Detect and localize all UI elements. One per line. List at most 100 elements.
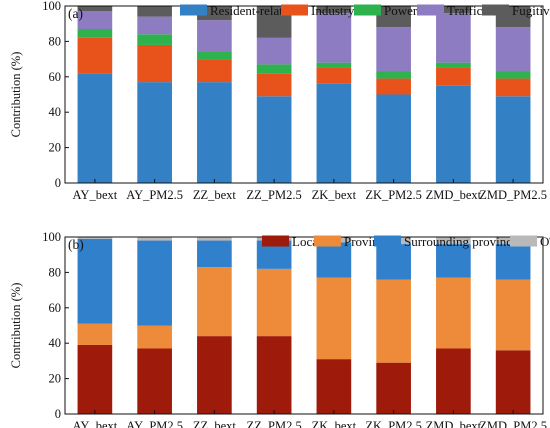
x-tick-label: ZMD_bext (426, 188, 482, 202)
bar-local-zz-bext (197, 336, 232, 414)
bar-fugitive-dust-zk-pm2-5 (376, 6, 411, 28)
x-tick-label: AY_PM2.5 (126, 419, 183, 428)
bar-fugitive-dust-ay-bext (77, 6, 113, 12)
bar-surrounding-province-zk-bext (316, 242, 352, 278)
y-tick-label: 20 (49, 141, 62, 155)
bar-resident-related-ay-pm2-5 (137, 82, 172, 183)
bar-resident-related-zz-pm2-5 (256, 96, 292, 183)
bar-power-zz-pm2-5 (256, 64, 292, 74)
bar-province-ay-pm2-5 (137, 325, 172, 349)
bar-local-ay-bext (77, 344, 113, 414)
bar-surrounding-province-zz-bext (197, 240, 232, 268)
bar-resident-related-zz-bext (197, 82, 232, 183)
bar-industry-zmd-bext (436, 67, 471, 86)
legend-swatch (281, 4, 308, 16)
y-tick-label: 0 (55, 407, 61, 421)
bar-traffic-ay-bext (77, 11, 113, 30)
bar-power-zmd-bext (436, 62, 471, 68)
bar-ot-zmd-bext (436, 237, 471, 245)
plot-frame (64, 236, 544, 415)
bar-resident-related-ay-bext (77, 73, 113, 183)
bar-traffic-zmd-pm2-5 (495, 27, 531, 72)
y-tick-label: 100 (42, 230, 61, 244)
bar-traffic-zk-pm2-5 (376, 27, 411, 72)
y-tick-label: 40 (49, 105, 62, 119)
bar-industry-ay-pm2-5 (137, 44, 172, 83)
bar-traffic-ay-pm2-5 (137, 16, 172, 35)
x-tick-label: AY_PM2.5 (126, 188, 183, 202)
legend-swatch (417, 4, 444, 16)
bar-power-zk-pm2-5 (376, 71, 411, 79)
y-axis-label: Contribution (%) (9, 52, 23, 138)
bar-traffic-zk-bext (316, 13, 352, 63)
bar-surrounding-province-zmd-bext (436, 244, 471, 278)
bar-ot-ay-pm2-5 (137, 237, 172, 241)
legend-label: OT (540, 234, 550, 249)
panel-label: (b) (68, 237, 84, 252)
legend-swatch (374, 235, 401, 247)
x-tick-label: AY_bext (73, 188, 118, 202)
bar-traffic-zz-bext (197, 20, 232, 53)
bar-power-zk-bext (316, 62, 352, 68)
bar-industry-zk-bext (316, 67, 352, 84)
bar-resident-related-zk-bext (316, 83, 352, 183)
bar-province-zk-bext (316, 277, 352, 360)
legend-swatch (314, 235, 341, 247)
bar-local-zmd-bext (436, 348, 471, 414)
y-axis-label: Contribution (%) (9, 283, 23, 369)
bar-fugitive-dust-zmd-bext (436, 6, 471, 14)
bar-power-ay-bext (77, 29, 113, 38)
x-tick-label: AY_bext (73, 419, 118, 428)
bar-traffic-zmd-bext (436, 13, 471, 63)
legend-label: Power (384, 3, 418, 18)
bar-ot-ay-bext (77, 237, 113, 239)
bar-resident-related-zmd-bext (436, 85, 471, 183)
chart-panel-b: AY_bext AY_PM2.5 ZZ_bext ZZ_PM2.5 ZK_bext ZK_… (9, 230, 550, 428)
bar-resident-related-zmd-pm2-5 (495, 96, 531, 183)
legend-swatch (262, 235, 289, 247)
bar-surrounding-province-zmd-pm2-5 (495, 244, 531, 280)
legend-swatch (482, 4, 509, 16)
bar-industry-zk-pm2-5 (376, 78, 411, 95)
legend-label: Traffic (447, 3, 483, 18)
bar-industry-ay-bext (77, 37, 113, 74)
bar-resident-related-zk-pm2-5 (376, 94, 411, 183)
bar-surrounding-province-zk-pm2-5 (376, 244, 411, 280)
y-tick-label: 60 (49, 70, 62, 84)
legend-swatch (354, 4, 381, 16)
legend-label: Industry (311, 3, 355, 18)
y-tick-label: 80 (49, 265, 62, 279)
bar-local-zmd-pm2-5 (495, 350, 531, 414)
legend: Resident-related Industry Power Traffic Fugi… (180, 3, 550, 18)
bar-ot-zz-bext (197, 237, 232, 241)
bar-local-zk-pm2-5 (376, 362, 411, 414)
legend-label: Fugitive Dust (512, 3, 550, 18)
bar-province-zz-pm2-5 (256, 268, 292, 337)
panel-label: (a) (68, 6, 83, 21)
x-tick-label: ZMD_PM2.5 (479, 419, 547, 428)
x-tick-label: ZZ_bext (193, 188, 237, 202)
y-tick-label: 100 (42, 0, 61, 13)
bar-local-zk-bext (316, 359, 352, 414)
x-tick-label: ZZ_PM2.5 (247, 419, 302, 428)
x-tick-label: ZMD_bext (426, 419, 482, 428)
y-tick-label: 80 (49, 34, 62, 48)
x-tick-label: ZMD_PM2.5 (479, 188, 547, 202)
bar-industry-zz-bext (197, 59, 232, 83)
bar-surrounding-province-ay-pm2-5 (137, 240, 172, 326)
bar-province-zk-pm2-5 (376, 279, 411, 363)
legend-swatch (180, 4, 207, 16)
bar-fugitive-dust-zk-bext (316, 6, 352, 14)
bar-local-ay-pm2-5 (137, 348, 172, 414)
y-tick-label: 20 (49, 372, 62, 386)
y-tick-label: 40 (49, 336, 62, 350)
bar-province-zmd-pm2-5 (495, 279, 531, 351)
y-tick-label: 0 (55, 176, 61, 190)
x-tick-label: ZZ_bext (193, 419, 237, 428)
bar-industry-zmd-pm2-5 (495, 78, 531, 97)
legend-label: Surrounding province (404, 234, 518, 249)
x-tick-label: ZK_bext (312, 188, 357, 202)
bar-province-zmd-bext (436, 277, 471, 349)
bar-power-zz-bext (197, 52, 232, 60)
